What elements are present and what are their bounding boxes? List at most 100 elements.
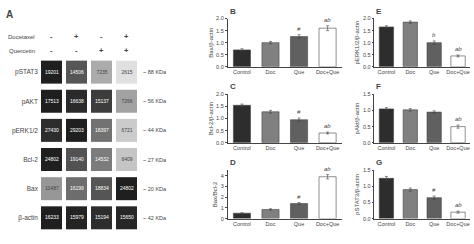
svg-text:17513: 17513 bbox=[45, 98, 59, 104]
svg-text:19140: 19140 bbox=[70, 156, 84, 162]
svg-text:Control: Control bbox=[378, 145, 396, 151]
svg-text:Que: Que bbox=[429, 145, 439, 151]
svg-text:Doc: Doc bbox=[266, 221, 276, 227]
svg-text:1.5: 1.5 bbox=[216, 27, 224, 33]
svg-text:1.0: 1.0 bbox=[216, 40, 224, 46]
svg-text:~ 44 KDa: ~ 44 KDa bbox=[143, 127, 167, 133]
svg-text:0.5: 0.5 bbox=[216, 52, 224, 58]
svg-text:18834: 18834 bbox=[95, 185, 109, 191]
svg-text:2.0: 2.0 bbox=[216, 91, 224, 97]
svg-text:ab: ab bbox=[324, 166, 331, 172]
svg-text:~ 27 KDa: ~ 27 KDa bbox=[143, 157, 167, 163]
svg-text:A: A bbox=[6, 9, 13, 20]
svg-text:1.0: 1.0 bbox=[363, 183, 371, 189]
svg-text:2: 2 bbox=[221, 194, 224, 200]
svg-text:6721: 6721 bbox=[121, 127, 132, 133]
svg-text:ab: ab bbox=[324, 123, 331, 129]
svg-text:#: # bbox=[297, 109, 301, 115]
svg-text:15650: 15650 bbox=[120, 214, 134, 220]
svg-text:~ 56 KDa: ~ 56 KDa bbox=[143, 98, 167, 104]
svg-text:Doc+Que: Doc+Que bbox=[446, 145, 469, 151]
svg-text:2.0: 2.0 bbox=[363, 15, 371, 21]
svg-text:14532: 14532 bbox=[95, 156, 109, 162]
svg-text:7235: 7235 bbox=[96, 69, 107, 75]
svg-text:b: b bbox=[432, 32, 436, 38]
svg-text:7266: 7266 bbox=[121, 98, 132, 104]
svg-text:1.5: 1.5 bbox=[363, 167, 371, 173]
svg-text:Doc: Doc bbox=[405, 221, 415, 227]
svg-text:B: B bbox=[230, 7, 236, 16]
svg-text:3: 3 bbox=[221, 183, 224, 189]
svg-text:Doc+Que: Doc+Que bbox=[316, 69, 339, 75]
svg-text:18397: 18397 bbox=[95, 127, 109, 133]
svg-text:2.0: 2.0 bbox=[216, 15, 224, 21]
svg-text:C: C bbox=[230, 82, 236, 91]
svg-text:pSTAT3/β-actin: pSTAT3/β-actin bbox=[354, 174, 360, 215]
svg-text:-: - bbox=[100, 32, 103, 41]
svg-text:pAkt/β-actin: pAkt/β-actin bbox=[354, 103, 360, 135]
svg-text:F: F bbox=[376, 82, 381, 91]
svg-text:15979: 15979 bbox=[70, 214, 84, 220]
svg-text:Bax/β-actin: Bax/β-actin bbox=[208, 28, 214, 58]
svg-text:+: + bbox=[74, 32, 79, 41]
svg-text:~ 42 KDa: ~ 42 KDa bbox=[143, 215, 167, 221]
svg-text:1.5: 1.5 bbox=[216, 103, 224, 109]
svg-text:Que: Que bbox=[429, 69, 439, 75]
svg-text:ab: ab bbox=[455, 116, 462, 122]
svg-text:Doc+Que: Doc+Que bbox=[446, 69, 469, 75]
svg-text:Control: Control bbox=[378, 69, 396, 75]
svg-text:16199: 16199 bbox=[70, 185, 84, 191]
svg-text:1.5: 1.5 bbox=[363, 91, 371, 97]
svg-text:pSTAT3: pSTAT3 bbox=[15, 68, 38, 76]
svg-text:Bax: Bax bbox=[27, 185, 39, 192]
svg-text:ab: ab bbox=[324, 17, 331, 23]
svg-text:-: - bbox=[50, 46, 53, 55]
svg-text:27430: 27430 bbox=[45, 127, 59, 133]
svg-text:15137: 15137 bbox=[95, 98, 109, 104]
svg-text:19201: 19201 bbox=[45, 69, 59, 75]
svg-text:0.5: 0.5 bbox=[363, 52, 371, 58]
svg-text:ab: ab bbox=[455, 46, 462, 52]
svg-text:0.5: 0.5 bbox=[363, 124, 371, 130]
svg-text:Control: Control bbox=[378, 221, 396, 227]
svg-text:E: E bbox=[376, 7, 382, 16]
svg-text:0.0: 0.0 bbox=[363, 216, 371, 222]
svg-text:+: + bbox=[99, 46, 104, 55]
svg-text:Que: Que bbox=[294, 221, 304, 227]
svg-text:Doc: Doc bbox=[266, 69, 276, 75]
svg-text:G: G bbox=[376, 158, 382, 167]
svg-text:14506: 14506 bbox=[70, 69, 84, 75]
svg-text:β-actin: β-actin bbox=[18, 214, 38, 222]
svg-text:pAKT: pAKT bbox=[22, 98, 38, 106]
svg-text:0: 0 bbox=[221, 216, 224, 222]
svg-text:Bcl-2: Bcl-2 bbox=[23, 156, 38, 163]
svg-text:D: D bbox=[230, 158, 236, 167]
svg-text:~ 88 KDa: ~ 88 KDa bbox=[143, 69, 167, 75]
svg-text:24802: 24802 bbox=[45, 156, 59, 162]
svg-text:+: + bbox=[124, 32, 129, 41]
svg-text:16638: 16638 bbox=[70, 98, 84, 104]
svg-text:Que: Que bbox=[294, 145, 304, 151]
svg-text:Quercetin: Quercetin bbox=[9, 48, 35, 54]
svg-text:0.0: 0.0 bbox=[363, 64, 371, 70]
svg-text:Que: Que bbox=[294, 69, 304, 75]
svg-text:Bax/Bcl-2: Bax/Bcl-2 bbox=[212, 181, 218, 207]
svg-text:pERK1/2: pERK1/2 bbox=[12, 127, 38, 135]
svg-text:1.0: 1.0 bbox=[363, 40, 371, 46]
svg-text:0.0: 0.0 bbox=[363, 140, 371, 146]
svg-text:#: # bbox=[297, 26, 301, 32]
svg-text:1.0: 1.0 bbox=[216, 115, 224, 121]
svg-text:-: - bbox=[75, 46, 78, 55]
svg-text:Doc+Que: Doc+Que bbox=[316, 145, 339, 151]
svg-text:Doc: Doc bbox=[266, 145, 276, 151]
svg-text:Doc+Que: Doc+Que bbox=[446, 221, 469, 227]
svg-text:1.5: 1.5 bbox=[363, 27, 371, 33]
svg-text:Doc: Doc bbox=[405, 69, 415, 75]
svg-text:Que: Que bbox=[429, 221, 439, 227]
svg-text:16233: 16233 bbox=[45, 214, 59, 220]
svg-text:24802: 24802 bbox=[120, 185, 134, 191]
svg-text:1: 1 bbox=[221, 205, 224, 211]
svg-text:ab: ab bbox=[455, 202, 462, 208]
svg-text:0.0: 0.0 bbox=[216, 64, 224, 70]
svg-text:6409: 6409 bbox=[121, 156, 132, 162]
